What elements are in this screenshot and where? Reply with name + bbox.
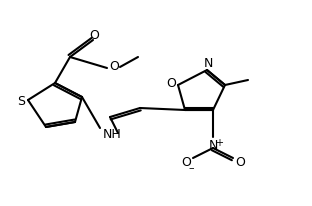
Text: –: – <box>188 163 194 173</box>
Text: NH: NH <box>103 129 122 142</box>
Text: +: + <box>215 138 223 148</box>
Text: S: S <box>17 95 25 108</box>
Text: N: N <box>203 56 213 69</box>
Text: O: O <box>181 156 191 169</box>
Text: N: N <box>208 139 218 152</box>
Text: O: O <box>109 61 119 74</box>
Text: O: O <box>166 76 176 89</box>
Text: O: O <box>89 28 99 41</box>
Text: O: O <box>235 156 245 169</box>
